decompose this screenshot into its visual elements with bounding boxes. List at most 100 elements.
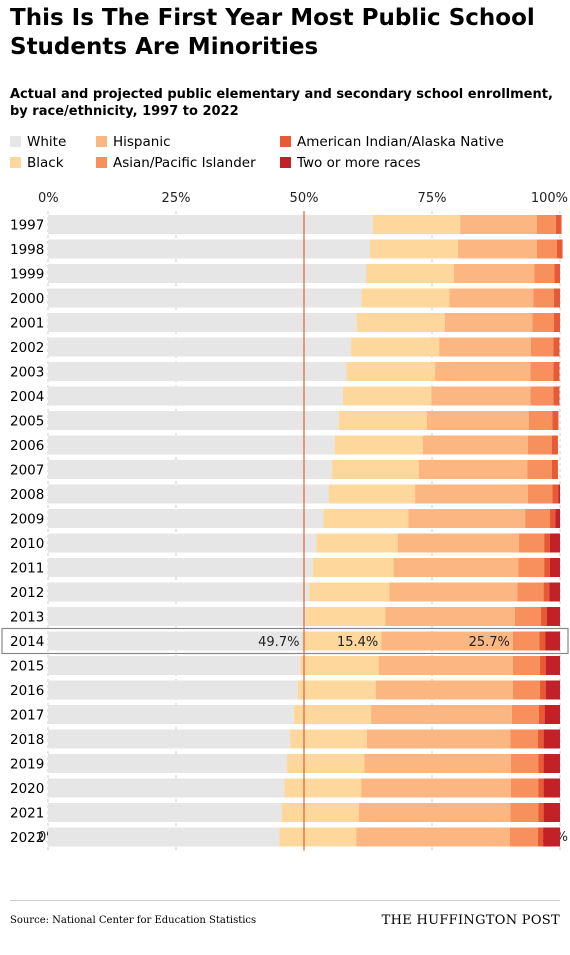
bar-hispanic-2022 [356,827,510,847]
y-tick-label: 2011 [10,561,44,577]
bar-two-or-more-races-2020 [543,778,560,798]
legend-item-american-indian-alaska-native: American Indian/Alaska Native [280,133,504,151]
bar-american-indian-alaska-native-2005 [552,411,559,430]
bar-white-2002 [48,337,352,357]
x-tick-label: 75% [418,191,447,206]
bar-asian-pacific-islander-2003 [530,362,554,381]
bar-white-2020 [48,778,285,798]
legend-label: Asian/Pacific Islander [113,155,256,171]
source-note: Source: National Center for Education St… [10,915,257,926]
bar-black-1998 [370,239,459,259]
bar-white-1998 [48,239,371,259]
y-tick-label: 2021 [10,806,44,822]
bar-american-indian-alaska-native-2015 [540,656,546,675]
highlight-row-box [1,627,569,655]
bar-asian-pacific-islander-2012 [517,582,544,602]
bar-white-2008 [48,484,329,504]
legend-item-asian-pacific-islander: Asian/Pacific Islander [96,154,256,172]
legend-swatch [280,136,291,147]
bar-two-or-more-races-2015 [545,656,560,675]
bar-american-indian-alaska-native-2020 [538,778,544,798]
bar-asian-pacific-islander-1997 [536,215,556,234]
bar-white-2000 [48,288,362,308]
legend-swatch [10,157,21,168]
bar-black-2019 [287,754,365,773]
bar-asian-pacific-islander-2010 [519,533,545,553]
bar-black-2022 [279,827,357,847]
bar-asian-pacific-islander-2011 [518,558,545,577]
bar-black-1999 [365,264,455,283]
bar-white-1997 [48,215,373,234]
bar-american-indian-alaska-native-1997 [555,215,562,234]
data-label: 25.7% [469,635,510,650]
bar-hispanic-2005 [426,411,529,430]
bar-white-2021 [48,803,282,822]
bar-black-2021 [281,803,359,822]
bar-hispanic-2013 [385,607,515,626]
bar-hispanic-1998 [458,239,537,259]
bar-hispanic-2019 [364,754,511,773]
chart-title: This Is The First Year Most Public Schoo… [10,5,535,60]
bar-hispanic-2017 [371,705,512,724]
bar-asian-pacific-islander-2014 [512,631,540,651]
bar-asian-pacific-islander-2020 [510,778,539,798]
bar-american-indian-alaska-native-2011 [544,558,550,577]
bar-asian-pacific-islander-2013 [514,607,542,626]
bar-two-or-more-races-2012 [549,582,560,602]
bar-two-or-more-races-2008 [558,484,560,504]
bar-american-indian-alaska-native-2002 [553,337,560,357]
x-tick-label: 0% [38,191,59,206]
y-tick-label: 2005 [10,414,44,430]
bar-asian-pacific-islander-2015 [512,656,541,675]
bar-hispanic-2006 [422,435,528,455]
bar-hispanic-2001 [444,313,533,332]
legend-swatch [280,157,291,168]
data-label: 49.7% [258,635,299,650]
bar-hispanic-2012 [389,582,518,602]
bar-hispanic-1997 [460,215,537,234]
bar-black-2001 [356,313,445,332]
bar-american-indian-alaska-native-2007 [551,460,558,479]
bar-american-indian-alaska-native-2009 [549,509,556,528]
bar-hispanic-1999 [454,264,535,283]
y-tick-label: 2008 [10,487,44,503]
bar-two-or-more-races-2021 [543,803,560,822]
y-tick-label: 2012 [10,585,44,601]
y-tick-label: 2019 [10,757,44,773]
legend-item-black: Black [10,154,64,172]
chart-subtitle: Actual and projected public elementary a… [10,87,553,119]
bar-two-or-more-races-2016 [545,680,560,700]
y-tick-label: 2003 [10,365,44,381]
bar-hispanic-2009 [408,509,526,528]
bar-white-2013 [48,607,306,626]
x-tick-label: 50% [290,191,319,206]
bar-american-indian-alaska-native-1998 [556,239,563,259]
legend-swatch [10,136,21,147]
bar-asian-pacific-islander-2019 [510,754,539,773]
y-tick-label: 2010 [10,536,44,552]
bar-american-indian-alaska-native-2004 [553,386,560,406]
bar-american-indian-alaska-native-2018 [537,729,544,749]
y-tick-label: 2017 [10,708,44,724]
bar-black-2011 [312,558,394,577]
bar-american-indian-alaska-native-2019 [538,754,544,773]
bar-black-2012 [309,582,390,602]
bar-black-2020 [284,778,362,798]
bar-black-2015 [300,656,379,675]
bar-white-2019 [48,754,288,773]
bar-white-2018 [48,729,291,749]
y-tick-label: 2002 [10,340,44,356]
bar-asian-pacific-islander-2022 [509,827,538,847]
bar-asian-pacific-islander-1999 [534,264,555,283]
bar-asian-pacific-islander-2005 [528,411,553,430]
bar-american-indian-alaska-native-2012 [543,582,550,602]
legend-swatch [96,157,107,168]
bar-asian-pacific-islander-2017 [511,705,540,724]
y-tick-label: 2022 [10,830,44,846]
bar-american-indian-alaska-native-2021 [538,803,544,822]
bar-white-2017 [48,705,294,724]
bar-american-indian-alaska-native-2000 [553,288,560,308]
bar-hispanic-2000 [449,288,534,308]
y-tick-label: 2001 [10,316,44,332]
y-tick-label: 2013 [10,610,44,626]
